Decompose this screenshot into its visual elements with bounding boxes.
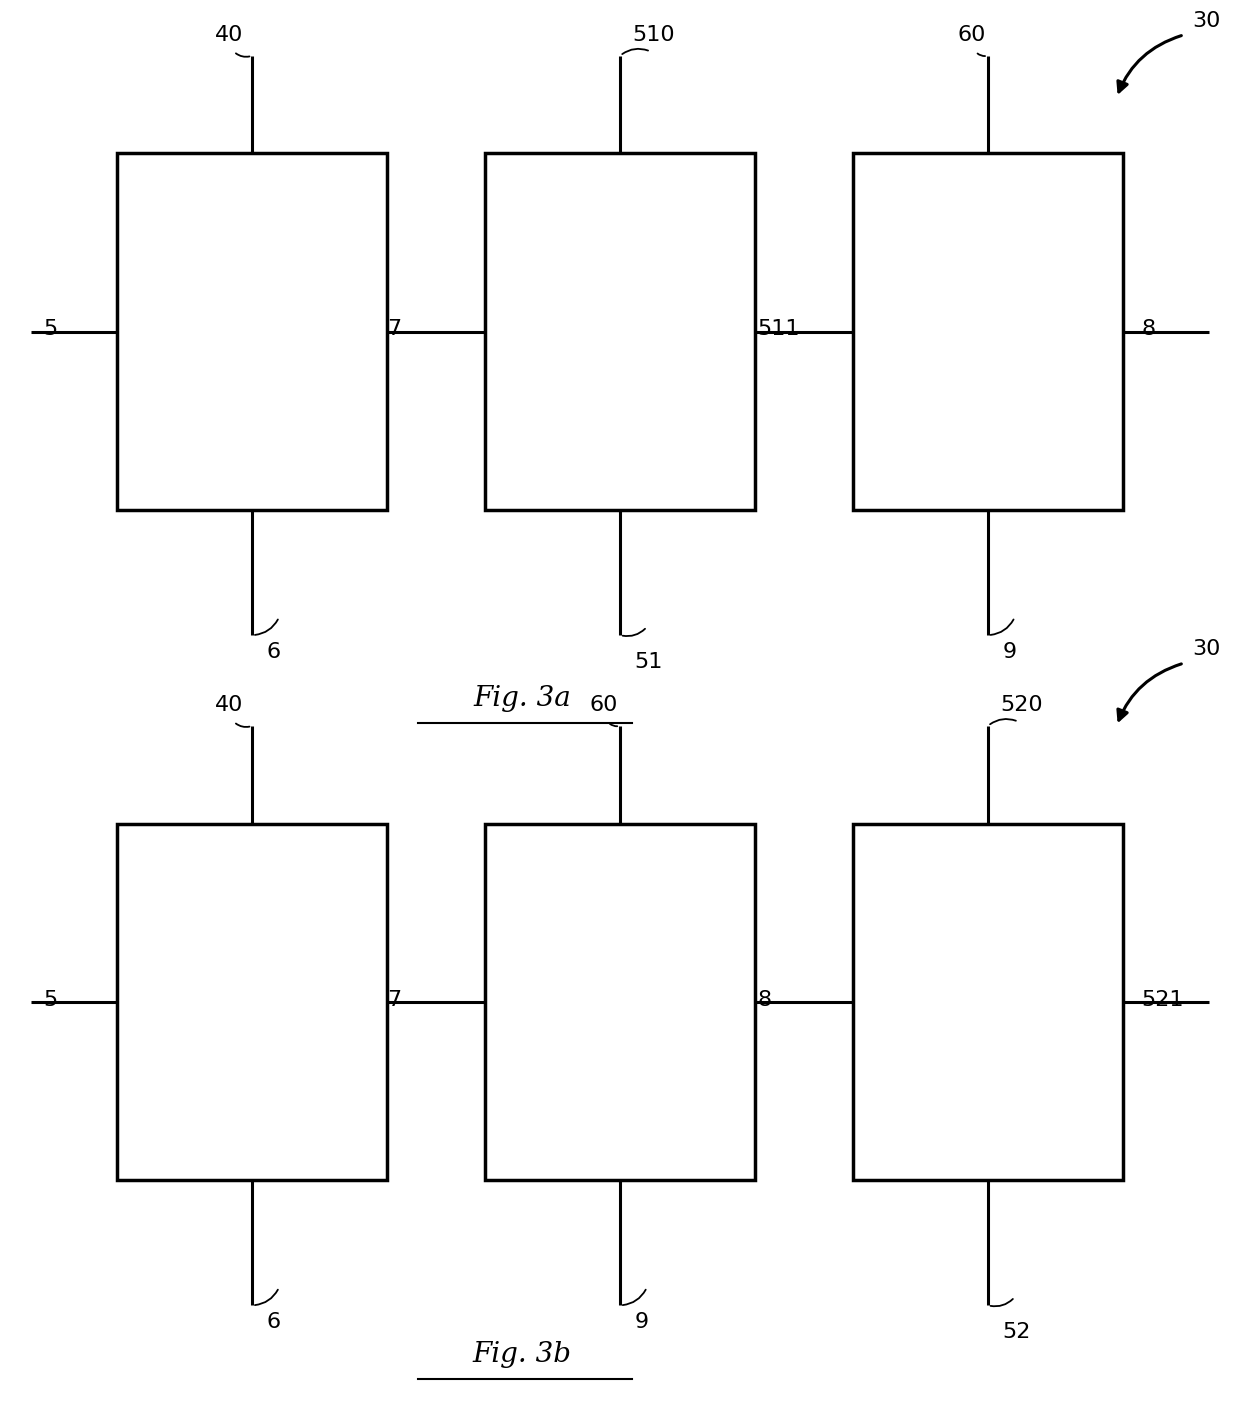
Text: 7: 7: [387, 989, 402, 1009]
Text: 60: 60: [589, 694, 618, 714]
Text: Fig. 3b: Fig. 3b: [472, 1340, 572, 1369]
Text: 5: 5: [43, 319, 58, 340]
Text: 6: 6: [267, 642, 281, 662]
Bar: [118, 153, 387, 510]
Bar: [485, 153, 755, 510]
Text: 520: 520: [1001, 694, 1043, 714]
Text: 9: 9: [635, 1312, 649, 1332]
Text: 8: 8: [758, 989, 771, 1009]
Text: 8: 8: [1141, 319, 1156, 340]
Text: 521: 521: [1141, 989, 1184, 1009]
Text: 5: 5: [43, 989, 58, 1009]
Text: 9: 9: [1003, 642, 1017, 662]
Text: 60: 60: [957, 24, 986, 44]
Text: 30: 30: [1193, 639, 1221, 659]
Text: Fig. 3a: Fig. 3a: [472, 684, 570, 711]
Text: 510: 510: [632, 24, 675, 44]
Text: 511: 511: [758, 319, 800, 340]
Bar: [485, 823, 755, 1180]
Text: 7: 7: [387, 319, 402, 340]
Bar: [853, 823, 1122, 1180]
Text: 30: 30: [1193, 10, 1221, 31]
Text: 51: 51: [635, 652, 663, 672]
Text: 6: 6: [267, 1312, 281, 1332]
Text: 40: 40: [216, 24, 244, 44]
Bar: [118, 823, 387, 1180]
Bar: [853, 153, 1122, 510]
Text: 52: 52: [1003, 1322, 1030, 1342]
Text: 40: 40: [216, 694, 244, 714]
